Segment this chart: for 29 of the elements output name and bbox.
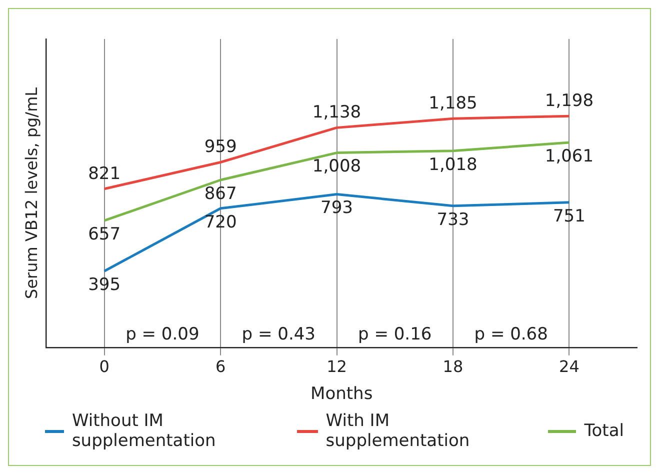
data-label: 1,061: [544, 146, 594, 166]
data-label: 793: [320, 198, 353, 218]
y-axis-title: Serum VB12 levels, pg/mL: [22, 87, 41, 299]
x-tick-label: 18: [442, 357, 464, 376]
legend-label: Total: [584, 421, 624, 441]
text: p = 0.43: [242, 324, 316, 344]
data-label: 1,008: [312, 156, 362, 177]
data-label: 959: [204, 137, 237, 158]
data-label: 720: [204, 212, 237, 232]
data-label: 751: [552, 206, 586, 226]
x-axis-title: Months: [310, 384, 373, 404]
x-tick-label: 6: [215, 357, 226, 376]
data-label: 1,185: [428, 94, 478, 114]
x-tick-label: 24: [559, 357, 580, 376]
data-label: 867: [204, 184, 237, 204]
data-label: 1,138: [312, 102, 362, 123]
text: p = 0.16: [358, 324, 432, 344]
data-label: 1,018: [428, 154, 478, 175]
x-tick-label: 12: [326, 357, 347, 376]
data-label: 733: [436, 210, 470, 230]
legend-label: Without IM supplementation: [72, 411, 217, 451]
legend-label: With IM supplementation: [326, 411, 471, 451]
data-label: 1,198: [544, 91, 594, 112]
x-tick-label: 0: [99, 357, 110, 376]
data-label: 821: [88, 164, 121, 184]
text: p = 0.68: [474, 324, 548, 344]
text: p = 0.09: [126, 324, 200, 344]
data-label: 395: [88, 275, 121, 296]
data-label: 657: [88, 224, 121, 244]
